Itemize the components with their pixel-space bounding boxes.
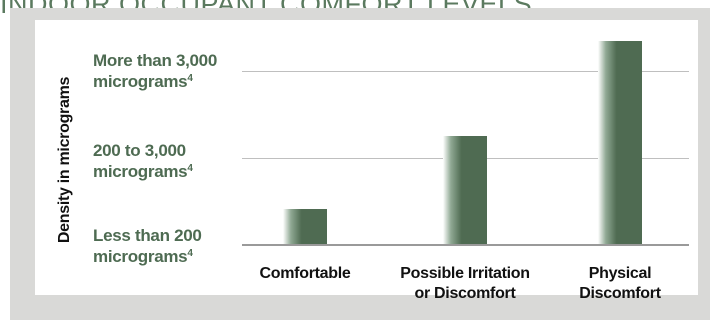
bar-possible-irritation (443, 136, 487, 244)
y-axis-label: Density in micrograms (56, 76, 73, 244)
tier-label-mid: 200 to 3,000 micrograms4 (93, 140, 193, 182)
category-label-possible-irritation: Possible Irritation or Discomfort (400, 265, 530, 302)
tier-label-high-line1: More than 3,000 (93, 51, 217, 70)
tier-label-low-line2: micrograms (93, 247, 188, 266)
footnote-marker: 4 (187, 73, 193, 84)
tier-label-mid-line2: micrograms (93, 162, 188, 181)
category-label-physical-discomfort: Physical Discomfort (579, 265, 661, 302)
tier-label-low: Less than 200 micrograms4 (93, 225, 202, 267)
footnote-marker: 4 (187, 163, 193, 174)
tier-label-mid-line1: 200 to 3,000 (93, 141, 186, 160)
x-axis-baseline (242, 244, 689, 246)
category-label-comfortable: Comfortable (259, 265, 351, 282)
footnote-marker: 4 (187, 248, 193, 259)
left-rule (35, 295, 36, 320)
tier-label-high: More than 3,000 micrograms4 (93, 50, 217, 92)
bar-physical-discomfort (598, 41, 642, 244)
tier-label-low-line1: Less than 200 (93, 226, 202, 245)
gridline-high (242, 71, 689, 72)
chart-panel (35, 20, 698, 295)
tier-label-high-line2: micrograms (93, 72, 188, 91)
bar-comfortable (283, 209, 327, 244)
